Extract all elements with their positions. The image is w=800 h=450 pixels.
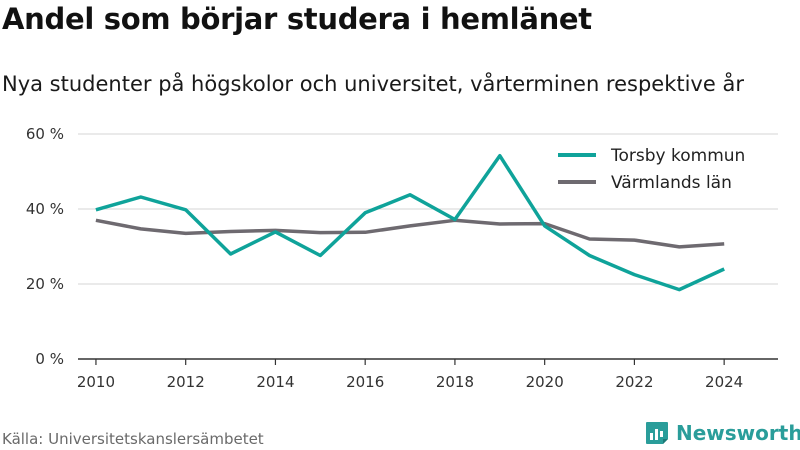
source-note: Källa: Universitetskanslersämbetet (2, 430, 264, 448)
legend-label: Värmlands län (611, 173, 732, 193)
brand-name: Newsworthy (676, 421, 800, 445)
y-tick-label: 40 % (26, 200, 64, 218)
x-tick-label: 2014 (256, 373, 294, 391)
x-tick-label: 2012 (167, 373, 205, 391)
x-axis-tick-labels: 2010 2012 2014 2016 2018 2020 2022 2024 (77, 373, 743, 391)
x-axis (78, 358, 778, 365)
x-tick-label: 2016 (346, 373, 384, 391)
series-line-varmlands-lan (95, 218, 725, 249)
x-tick-label: 2018 (436, 373, 474, 391)
chart-subtitle: Nya studenter på högskolor och universit… (2, 72, 744, 96)
brand-logo: Newsworthy (644, 420, 800, 446)
y-tick-label: 60 % (26, 125, 64, 143)
chart-title: Andel som börjar studera i hemlänet (2, 2, 592, 36)
x-tick-label: 2010 (77, 373, 115, 391)
x-tick-label: 2022 (615, 373, 653, 391)
y-tick-label: 20 % (26, 275, 64, 293)
y-axis-tick-labels: 0 % 20 % 40 % 60 % (26, 125, 64, 368)
y-tick-label: 0 % (35, 350, 64, 368)
legend-label: Torsby kommun (610, 146, 745, 166)
x-tick-label: 2020 (526, 373, 564, 391)
newsworthy-logo-icon (646, 422, 668, 444)
legend: Torsby kommun Värmlands län (558, 146, 745, 193)
series-lines (95, 153, 725, 292)
x-tick-label: 2024 (705, 373, 743, 391)
series-line-torsby-kommun (95, 153, 725, 292)
